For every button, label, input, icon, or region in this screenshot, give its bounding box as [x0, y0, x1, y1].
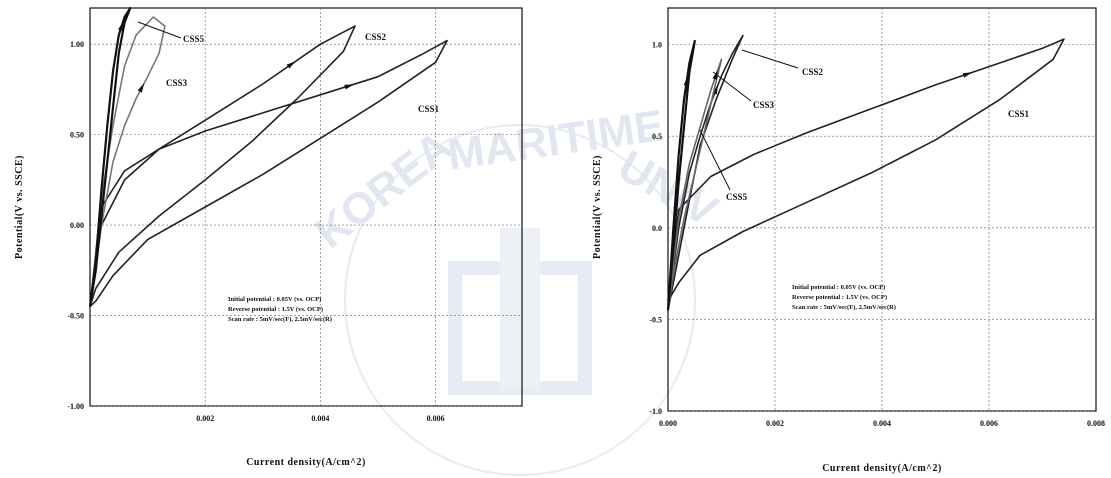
annotation-line-3: Scan rate : 5mV/sec(F), 2.5mV/sec(R) [792, 304, 896, 311]
y-tick-label: -1.0 [649, 407, 662, 416]
direction-arrow-css2 [286, 61, 296, 69]
y-axis-label: Potential(V vs. SSCE) [592, 155, 603, 259]
chart-left: 0.002 0.004 0.006 -1.00 -0.50 0.00 0.50 1.00 C… [14, 6, 523, 468]
y-ticks: -1.0 -0.5 0.0 0.5 1.0 [649, 41, 662, 416]
series-line-css3 [89, 16, 166, 307]
series-line-css1 [667, 38, 1065, 302]
label-css2: CSS2 [365, 32, 387, 42]
direction-arrow-css5 [683, 76, 689, 86]
x-tick-label: 0.000 [659, 419, 677, 428]
direction-arrow-css1 [962, 72, 973, 78]
x-tick-label: 0.004 [873, 419, 891, 428]
series-line-css2 [89, 25, 356, 307]
series-group [88, 6, 448, 308]
annotation-line-1: Initial potential : 0.05V (vs. OCP) [792, 284, 885, 291]
x-tick-label: 0.006 [427, 414, 445, 423]
grid [668, 8, 1096, 412]
label-css2-pointer [741, 49, 799, 69]
series-line-css5 [88, 6, 132, 307]
annotation: Initial potential : 0.05V (vs. OCP) Reve… [792, 284, 896, 311]
y-tick-label: 0.00 [70, 221, 84, 230]
y-tick-label: 1.00 [70, 40, 84, 49]
series-line-css3 [667, 58, 723, 311]
x-axis-label: Current density(A/cm^2) [822, 463, 942, 474]
series-line-css5 [666, 39, 696, 311]
series-group [666, 34, 1065, 311]
y-tick-label: -1.00 [67, 402, 84, 411]
x-axis-label: Current density(A/cm^2) [246, 457, 366, 468]
x-tick-label: 0.002 [196, 414, 214, 423]
label-css1: CSS1 [1008, 109, 1030, 119]
label-css5: CSS5 [726, 192, 748, 202]
svg-text:KOREA: KOREA [306, 121, 461, 257]
x-tick-label: 0.008 [1087, 419, 1105, 428]
y-tick-label: -0.50 [67, 312, 84, 321]
annotation-line-1: Initial potential : 0.05V (vs. OCP) [228, 296, 321, 303]
x-ticks: 0.002 0.004 0.006 [196, 414, 444, 423]
label-css1: CSS1 [418, 104, 440, 114]
annotation-line-2: Reverse potential : 1.5V (vs. OCP) [228, 306, 323, 313]
label-css5: CSS5 [183, 34, 205, 44]
label-css5-pointer [699, 129, 731, 191]
curve-labels: CSS2 CSS3 CSS5 CSS1 [699, 49, 1030, 202]
direction-arrow-css3 [712, 70, 718, 80]
x-ticks: 0.000 0.002 0.004 0.006 0.008 [659, 419, 1105, 428]
y-ticks: -1.00 -0.50 0.00 0.50 1.00 [67, 40, 84, 411]
label-css5-pointer [137, 21, 182, 39]
label-css3-pointer [712, 71, 752, 102]
x-tick-label: 0.004 [311, 414, 329, 423]
annotation-line-2: Reverse potential : 1.5V (vs. OCP) [792, 294, 887, 301]
direction-arrow-css3 [137, 83, 145, 93]
y-tick-label: 0.50 [70, 131, 84, 140]
direction-arrow-css5 [118, 21, 124, 31]
y-axis-label: Potential(V vs. SSCE) [14, 155, 25, 259]
y-tick-label: 0.0 [652, 224, 662, 233]
y-tick-label: 1.0 [652, 41, 662, 50]
label-css3: CSS3 [753, 100, 775, 110]
label-css2: CSS2 [802, 67, 824, 77]
chart-right: 0.000 0.002 0.004 0.006 0.008 -1.0 -0.5 0.0 0.5… [592, 7, 1105, 474]
y-tick-label: 0.5 [652, 132, 662, 141]
curve-labels: CSS5 CSS2 CSS3 CSS1 [137, 21, 440, 114]
direction-arrow-css1 [344, 84, 354, 90]
annotation: Initial potential : 0.05V (vs. OCP) Reve… [228, 296, 332, 323]
grid [90, 8, 522, 407]
x-tick-label: 0.002 [766, 419, 784, 428]
y-tick-label: -0.5 [649, 315, 662, 324]
annotation-line-3: Scan rate : 5mV/sec(F), 2.5mV/sec(R) [228, 316, 332, 323]
x-tick-label: 0.006 [980, 419, 998, 428]
label-css3: CSS3 [166, 78, 188, 88]
